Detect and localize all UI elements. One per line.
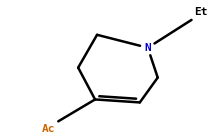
Text: N: N bbox=[144, 43, 151, 53]
Text: Ac: Ac bbox=[42, 124, 55, 134]
Text: Et: Et bbox=[195, 7, 208, 17]
